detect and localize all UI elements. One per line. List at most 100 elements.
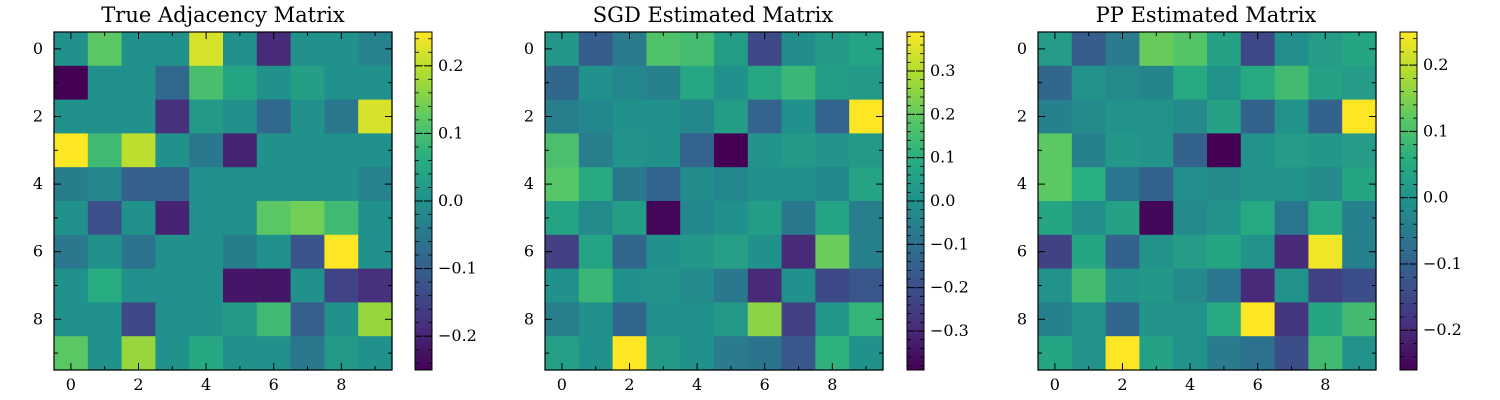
- heatmap-cell: [1308, 302, 1343, 337]
- heatmap-cell: [290, 133, 325, 168]
- heatmap-cell: [815, 302, 850, 337]
- heatmap-cell: [290, 167, 325, 202]
- heatmap-cell: [781, 268, 816, 303]
- colorbar-tick-label: 0.1: [438, 123, 463, 142]
- x-tick-label: 0: [1050, 375, 1060, 394]
- heatmap-cell: [714, 167, 749, 202]
- heatmap-cell: [1240, 133, 1276, 168]
- heatmap-cell: [87, 234, 123, 270]
- colorbar-tick-label: 0.0: [930, 191, 955, 210]
- heatmap-cell: [1240, 201, 1276, 236]
- y-tick-label: 4: [33, 174, 43, 193]
- heatmap-cell: [358, 268, 393, 303]
- heatmap-cell: [1071, 201, 1107, 236]
- heatmap-cell: [121, 133, 156, 168]
- heatmap-cell: [849, 133, 884, 168]
- colorbar-tick-label: 0.0: [438, 191, 463, 210]
- heatmap-cell: [545, 133, 580, 168]
- plot-frame: [544, 31, 884, 371]
- heatmap-cell: [1207, 65, 1242, 101]
- heatmap-cell: [1139, 167, 1174, 202]
- heatmap-cell: [815, 99, 850, 134]
- heatmap-cell: [1342, 336, 1377, 371]
- heatmap-cell: [815, 65, 850, 101]
- heatmap-cell: [1139, 65, 1174, 101]
- heatmap-cell: [223, 99, 258, 134]
- heatmap-cell: [1274, 65, 1309, 101]
- heatmap-cell: [290, 234, 325, 270]
- heatmap-cell: [680, 268, 715, 303]
- heatmap-cell: [1173, 302, 1208, 337]
- heatmap-cell: [612, 133, 647, 168]
- heatmap-cell: [155, 99, 190, 134]
- plot-frame: [1037, 31, 1377, 371]
- heatmap-cell: [578, 268, 614, 303]
- heatmap-cell: [781, 99, 816, 134]
- heatmap-cell: [781, 201, 816, 236]
- y-tick-label: 8: [33, 309, 43, 328]
- heatmap-cell: [1274, 201, 1309, 236]
- heatmap-cell: [747, 234, 783, 270]
- y-tick-label: 0: [1017, 39, 1027, 58]
- heatmap-cell: [680, 201, 715, 236]
- heatmap-cell: [646, 234, 681, 270]
- heatmap-cell: [87, 32, 123, 67]
- heatmap-cell: [714, 302, 749, 337]
- heatmap-cell: [189, 201, 224, 236]
- heatmap-cell: [1105, 65, 1140, 101]
- heatmap-cell: [1105, 133, 1140, 168]
- x-tick-label: 6: [1253, 375, 1263, 394]
- heatmap-cell: [646, 32, 681, 67]
- x-tick-label: 8: [827, 375, 837, 394]
- heatmap-cell: [324, 234, 359, 270]
- colorbar-tick-label: 0.1: [1423, 121, 1448, 140]
- heatmap-cell: [155, 336, 190, 371]
- x-tick-label: 0: [557, 375, 567, 394]
- y-tick-label: 0: [524, 39, 534, 58]
- heatmap-cell: [290, 268, 325, 303]
- colorbar-tick-label: 0.0: [1423, 188, 1448, 207]
- colorbar-tick-label: −0.2: [930, 278, 969, 297]
- heatmap-cell: [87, 336, 123, 371]
- colorbar-tick-label: −0.2: [1423, 320, 1462, 339]
- heatmap-cell: [1308, 167, 1343, 202]
- heatmap-cell: [1207, 336, 1242, 371]
- y-tick-label: 2: [33, 107, 43, 126]
- heatmap-cell: [290, 99, 325, 134]
- heatmap-cell: [1240, 302, 1276, 337]
- heatmap-cell: [324, 99, 359, 134]
- heatmap-cell: [714, 99, 749, 134]
- y-tick-label: 2: [1017, 107, 1027, 126]
- heatmap-cell: [1274, 268, 1309, 303]
- heatmap-cell: [1173, 201, 1208, 236]
- heatmap-cell: [189, 133, 224, 168]
- heatmap-cell: [121, 167, 156, 202]
- heatmap-cell: [612, 167, 647, 202]
- heatmap-cell: [747, 302, 783, 337]
- heatmap-cell: [121, 201, 156, 236]
- heatmap-cell: [1139, 302, 1174, 337]
- heatmap-cell: [1308, 201, 1343, 236]
- heatmap-cell: [781, 336, 816, 371]
- heatmap-cell: [612, 99, 647, 134]
- colorbar-gradient: [1399, 31, 1418, 371]
- x-tick-label: 4: [201, 375, 211, 394]
- heatmap-cell: [358, 336, 393, 371]
- x-tick-label: 4: [1185, 375, 1195, 394]
- heatmap-cell: [256, 234, 292, 270]
- heatmap-cell: [155, 302, 190, 337]
- heatmap-cell: [578, 167, 614, 202]
- colorbar-tick-label: −0.2: [438, 326, 477, 345]
- heatmap-cell: [1207, 99, 1242, 134]
- heatmap-cell: [680, 302, 715, 337]
- heatmap-cell: [1139, 268, 1174, 303]
- heatmap-cell: [290, 65, 325, 101]
- heatmap-cell: [646, 99, 681, 134]
- heatmap-cell: [223, 201, 258, 236]
- heatmap-cell: [155, 65, 190, 101]
- heatmap-cell: [612, 234, 647, 270]
- heatmap-cell: [646, 268, 681, 303]
- heatmap-cell: [1071, 268, 1107, 303]
- heatmap-cell: [1207, 133, 1242, 168]
- heatmap-cell: [646, 133, 681, 168]
